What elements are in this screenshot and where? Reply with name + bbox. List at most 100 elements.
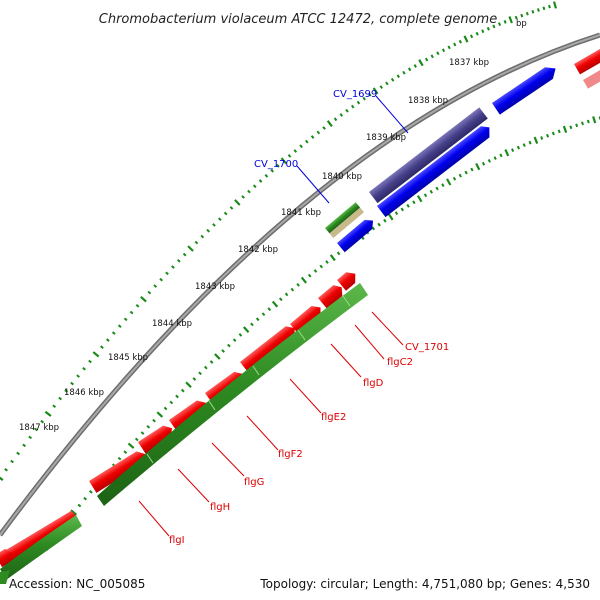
- gene-label-flgg[interactable]: flgG: [244, 477, 264, 488]
- outer-tick-75: [436, 51, 440, 56]
- inner-tick-34: [238, 333, 243, 337]
- gene-arrow-pink-top[interactable]: [583, 69, 600, 89]
- outer-tick-47: [276, 163, 280, 168]
- genome-summary-text: Topology: circular; Length: 4,751,080 bp…: [260, 577, 590, 591]
- outer-tick-52: [305, 139, 309, 144]
- map-title: Chromobacterium violaceum ATCC 12472, co…: [99, 12, 497, 27]
- gene-arrow-red-flgg[interactable]: [169, 397, 210, 432]
- gene-label-cv1701[interactable]: CV_1701: [405, 342, 449, 353]
- genome-backbone: [0, 32, 600, 537]
- outer-tick-78: [453, 42, 457, 47]
- kbp-label-1839: 1839 kbp: [366, 133, 406, 143]
- outer-tick-73: [424, 57, 429, 62]
- outer-tick-3: [16, 451, 20, 456]
- gene-arrow-red-flgc2[interactable]: [318, 282, 346, 309]
- inner-tick-76: [481, 161, 486, 166]
- outer-tick-20: [117, 324, 122, 328]
- gene-label-flge2[interactable]: flgE2: [321, 412, 346, 423]
- inner-tick-90: [562, 125, 568, 133]
- outer-tick-38: [223, 211, 228, 216]
- outer-tick-19: [111, 331, 116, 335]
- outer-tick-15: [88, 359, 92, 364]
- gene-arrow-red-bottom[interactable]: [6, 510, 80, 563]
- inner-tick-28: [204, 365, 208, 370]
- inner-tick-88: [551, 131, 555, 136]
- gene-band-green-main[interactable]: [97, 283, 368, 506]
- inner-tick-85: [533, 136, 539, 144]
- outer-tick-83: [481, 29, 485, 34]
- outer-tick-57: [333, 117, 338, 122]
- gene-arrow-red-flgi[interactable]: [89, 448, 149, 493]
- outer-tick-61: [356, 100, 361, 105]
- gene-arrow-blue-top[interactable]: [492, 63, 560, 115]
- outer-tick-86: [497, 22, 502, 26]
- outer-tick-41: [241, 195, 245, 199]
- outer-tick-53: [310, 135, 315, 139]
- kbp-label-1844: 1844 kbp: [152, 319, 192, 329]
- outer-tick-88: [508, 16, 513, 24]
- gene-label-flgf2[interactable]: flgF2: [278, 449, 303, 460]
- inner-tick-70: [446, 178, 452, 186]
- gene-arrow-red-flgh[interactable]: [138, 422, 176, 454]
- outer-tick-23: [135, 304, 140, 308]
- outer-tick-37: [217, 217, 222, 222]
- outer-tick-74: [430, 54, 434, 59]
- gene-band-green-lower[interactable]: [0, 515, 82, 580]
- outer-tick-33: [194, 240, 199, 245]
- outer-tick-60: [350, 104, 355, 109]
- inner-tick-69: [441, 183, 445, 188]
- inner-tick-23: [175, 394, 179, 399]
- inner-tick-58: [377, 222, 381, 227]
- inner-tick-27: [198, 371, 202, 376]
- inner-tick-16: [134, 437, 139, 442]
- outer-tick-45: [264, 173, 269, 178]
- gene-arrow-green-corner[interactable]: [0, 570, 10, 584]
- gene-label-flgd[interactable]: flgD: [363, 378, 384, 389]
- outer-tick-72: [418, 59, 424, 67]
- gene-label-flgh[interactable]: flgH: [210, 502, 230, 513]
- gene-label-flgc2[interactable]: flgC2: [387, 357, 413, 368]
- gene-arrow-red-flge2[interactable]: [240, 323, 299, 374]
- inner-tick-77: [487, 159, 491, 163]
- outer-tick-44: [258, 179, 263, 183]
- gene-arrow-purple-cv1699[interactable]: [369, 107, 488, 204]
- inner-tick-30: [214, 353, 221, 360]
- gene-arrow-red-cv1701[interactable]: [337, 268, 360, 291]
- gene-arrow-red-top[interactable]: [574, 49, 600, 75]
- outer-tick-36: [212, 223, 216, 227]
- inner-tick-42: [284, 292, 289, 297]
- gene-arrow-blue-cv1700[interactable]: [337, 216, 377, 253]
- outer-tick-26: [153, 284, 158, 288]
- gene-arrow-blue-cv1699[interactable]: [377, 123, 494, 218]
- gene-label-cv1699[interactable]: CV_1699: [333, 89, 377, 100]
- outer-tick-7: [40, 419, 45, 424]
- outer-tick-96: [552, 1, 558, 9]
- inner-tick-46: [307, 273, 312, 278]
- outer-tick-46: [270, 168, 274, 173]
- outer-tick-11: [64, 389, 69, 393]
- gene-arrow-red-edge[interactable]: [0, 547, 16, 568]
- outer-tick-40: [234, 199, 241, 206]
- outer-tick-77: [447, 45, 451, 50]
- inner-tick-91: [569, 125, 573, 130]
- kbp-label-1842: 1842 kbp: [238, 245, 278, 255]
- gene-label-cv1700[interactable]: CV_1700: [254, 159, 298, 170]
- gene-arrow-green-cv1700[interactable]: [325, 202, 361, 234]
- inner-tick-32: [227, 343, 231, 348]
- inner-tick-51: [336, 251, 341, 256]
- gene-arrow-red-flgd[interactable]: [290, 302, 325, 335]
- gene-arrow-tan-cv1700[interactable]: [329, 207, 364, 238]
- flg-green-band: [0, 283, 368, 584]
- inner-tick-86: [540, 136, 544, 140]
- outer-tick-80: [463, 35, 469, 43]
- outer-tick-35: [206, 228, 210, 233]
- outer-tick-59: [345, 108, 349, 113]
- gene-label-flgi[interactable]: flgI: [169, 535, 185, 546]
- inner-tick-49: [325, 260, 329, 264]
- outer-tick-4: [22, 443, 27, 448]
- outer-tick-67: [390, 77, 395, 82]
- outer-tick-8: [44, 410, 52, 417]
- inner-tick-67: [429, 189, 433, 194]
- gene-labels: CV_1699 CV_1700 CV_1701 flgC2 flgD flgE2…: [169, 89, 449, 546]
- inner-tick-93: [581, 121, 584, 126]
